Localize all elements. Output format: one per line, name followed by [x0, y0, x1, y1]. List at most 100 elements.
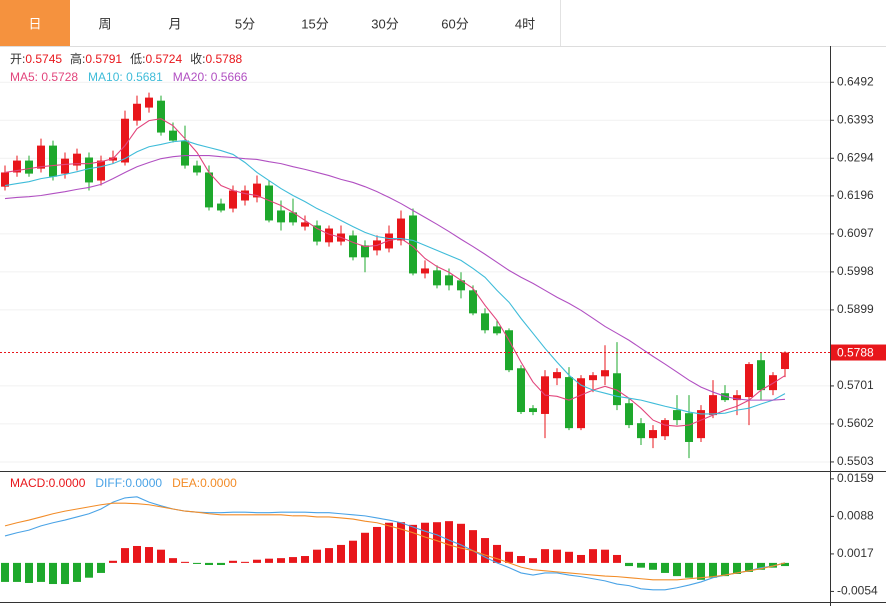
last-price-label: 0.5788 — [837, 346, 874, 360]
y-tick-label: 0.6393 — [837, 112, 874, 126]
tab[interactable] — [420, 0, 490, 46]
macd-bar — [397, 522, 405, 563]
candle-body — [445, 275, 453, 286]
candle-body — [481, 313, 489, 331]
candle-body — [1, 172, 9, 187]
candle-body — [397, 218, 405, 241]
candle-body — [145, 97, 153, 108]
ma-line — [4, 140, 786, 415]
macd-bar — [433, 522, 441, 563]
macd-bar — [337, 544, 345, 563]
tab[interactable] — [350, 0, 420, 46]
candle-body — [433, 270, 441, 286]
tab-label[interactable]: 4时 — [515, 16, 535, 31]
ma-line — [4, 118, 786, 427]
macd-bar — [505, 551, 513, 563]
macd-bar — [325, 548, 333, 563]
candle-body — [37, 145, 45, 169]
tab-label[interactable]: 60分 — [441, 16, 468, 31]
macd-bar — [709, 562, 717, 578]
candle-body — [757, 360, 765, 391]
candle-body — [409, 215, 417, 274]
y-tick-label: 0.0017 — [837, 546, 874, 560]
info-label: 收: — [190, 52, 205, 66]
candle-body — [217, 203, 225, 211]
candle-body — [277, 210, 285, 223]
last-price-tag — [831, 344, 886, 361]
macd-bar — [157, 549, 165, 563]
tab-label[interactable]: 月 — [168, 16, 181, 31]
macd-bar — [613, 554, 621, 563]
macd-line — [4, 496, 786, 591]
macd-bar — [445, 521, 453, 563]
candle-body — [301, 222, 309, 227]
tab[interactable] — [490, 0, 560, 46]
candle-body — [253, 183, 261, 198]
candle-body — [193, 165, 201, 173]
legend-entry: MA10: 0.5681 — [88, 70, 163, 84]
candle-body — [73, 153, 81, 166]
candle-body — [229, 190, 237, 209]
candle-body — [49, 145, 57, 177]
candle-body — [469, 290, 477, 314]
macd-bar — [361, 532, 369, 563]
macd-bar — [553, 549, 561, 563]
macd-bar — [121, 548, 129, 563]
macd-bar — [385, 522, 393, 563]
macd-bar — [301, 556, 309, 563]
macd-bar — [649, 562, 657, 570]
candle-body — [625, 403, 633, 426]
tab[interactable] — [210, 0, 280, 46]
y-tick-label: 0.6196 — [837, 188, 874, 202]
macd-bar — [133, 545, 141, 563]
candle-body — [697, 410, 705, 439]
info-label: 低: — [130, 52, 145, 66]
candle-body — [709, 395, 717, 416]
y-tick-label: 0.6492 — [837, 74, 874, 88]
tab-label[interactable]: 30分 — [371, 16, 398, 31]
tab-label[interactable]: 15分 — [301, 16, 328, 31]
candle-body — [421, 268, 429, 274]
info-value: 0.5745 — [25, 52, 62, 66]
candle-body — [553, 372, 561, 379]
tab[interactable] — [0, 0, 70, 46]
macd-bar — [409, 524, 417, 563]
tab[interactable] — [140, 0, 210, 46]
candle-body — [205, 172, 213, 208]
candle-body — [121, 118, 129, 163]
candle-body — [25, 160, 33, 174]
tab-label[interactable]: 日 — [28, 16, 41, 31]
candle-body — [529, 408, 537, 413]
macd-bar — [97, 562, 105, 573]
candle-body — [289, 212, 297, 223]
y-tick-label: 0.5899 — [837, 302, 874, 316]
y-tick-label: 0.5701 — [837, 378, 874, 392]
candle-body — [361, 245, 369, 258]
candle-body — [85, 157, 93, 183]
macd-bar — [181, 561, 189, 563]
macd-bar — [61, 562, 69, 585]
macd-bar — [589, 549, 597, 563]
macd-bar — [1, 562, 9, 582]
candle-body — [613, 373, 621, 406]
macd-bar — [145, 547, 153, 563]
candle-body — [577, 378, 585, 429]
y-tick-label: 0.6294 — [837, 150, 874, 164]
y-tick-label: 0.6097 — [837, 226, 874, 240]
candle-body — [241, 190, 249, 201]
macd-bar — [745, 562, 753, 572]
macd-bar — [241, 561, 249, 563]
macd-bar — [265, 558, 273, 563]
tab-label[interactable]: 周 — [98, 16, 111, 31]
tab[interactable] — [70, 0, 140, 46]
y-tick-label: 0.5602 — [837, 416, 874, 430]
macd-bar — [457, 523, 465, 563]
macd-bar — [661, 562, 669, 573]
macd-bar — [349, 540, 357, 563]
tab-label[interactable]: 5分 — [235, 16, 255, 31]
tab[interactable] — [280, 0, 350, 46]
candle-body — [313, 225, 321, 242]
candle-body — [505, 330, 513, 371]
candle-body — [601, 370, 609, 377]
